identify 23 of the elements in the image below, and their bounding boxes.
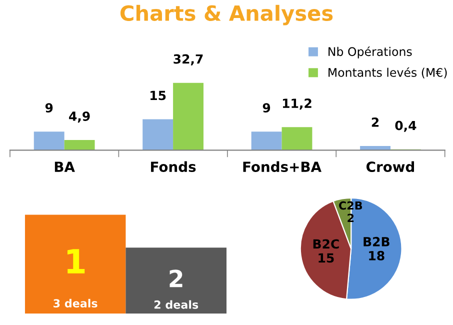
slice-label: B2C bbox=[313, 239, 339, 249]
x-tick-label: Crowd bbox=[366, 161, 414, 172]
x-tick-label: Fonds+BA bbox=[243, 161, 322, 172]
annotation: 1 bbox=[67, 249, 85, 274]
data-label: 11,2 bbox=[282, 98, 312, 110]
data-label: 15 bbox=[318, 253, 334, 263]
data-label: 3 deals bbox=[54, 298, 98, 308]
data-label: 15 bbox=[150, 90, 166, 100]
data-label: 18 bbox=[369, 250, 384, 260]
data-label: 4,9 bbox=[69, 112, 90, 123]
slice-label: B2B bbox=[364, 236, 390, 246]
data-label: 2 bbox=[372, 117, 379, 127]
legend-label: Montants levés (M€) bbox=[328, 67, 447, 78]
x-tick-label: BA bbox=[54, 162, 75, 172]
x-tick-label: Fonds bbox=[151, 161, 196, 172]
annotation: 2 bbox=[170, 270, 182, 288]
legend-label: Nb Opérations bbox=[328, 46, 412, 58]
data-label: 2 deals bbox=[154, 300, 198, 309]
data-label: 9 bbox=[45, 103, 53, 113]
data-label: 9 bbox=[262, 103, 270, 113]
data-label: 0,4 bbox=[395, 120, 416, 132]
chart-title: Charts & Analyses bbox=[120, 4, 333, 26]
data-label: 32,7 bbox=[174, 54, 203, 66]
